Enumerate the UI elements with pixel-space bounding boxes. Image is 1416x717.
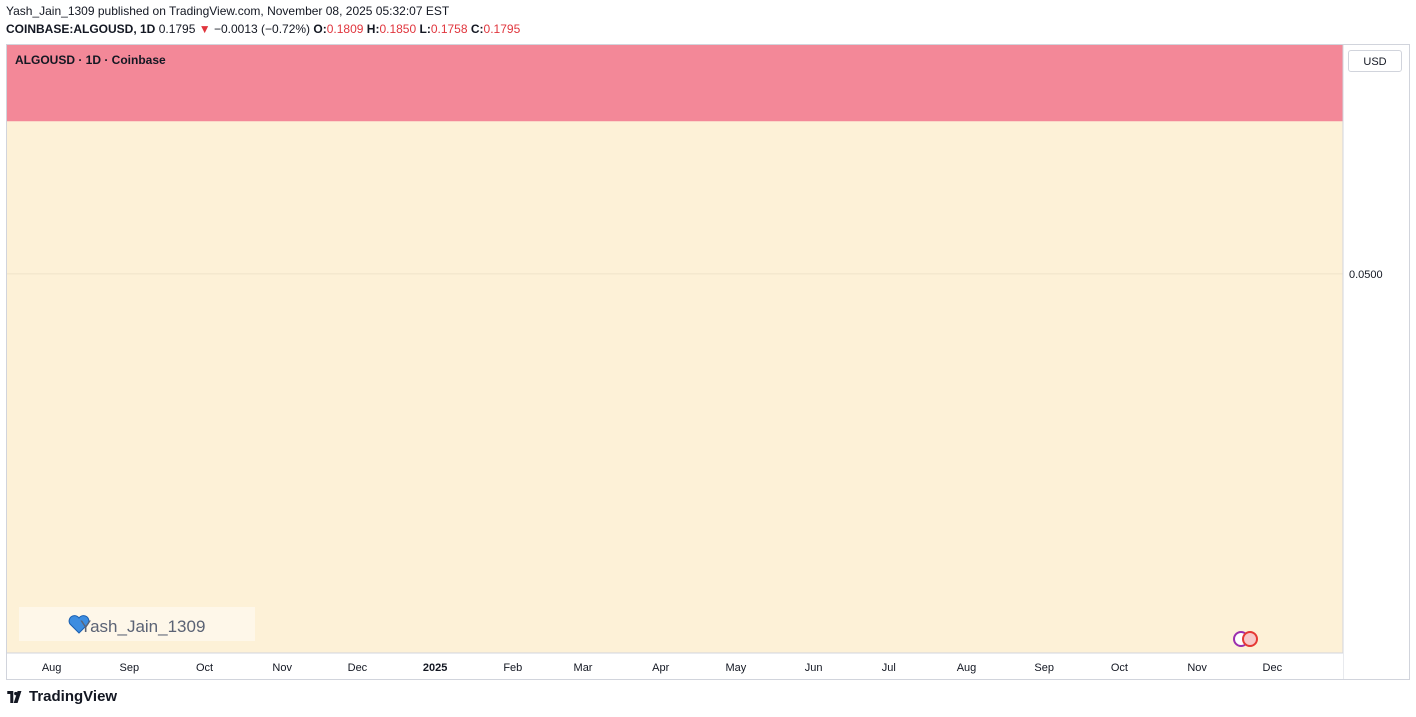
tradingview-footer: TradingView — [6, 688, 117, 705]
x-tick-label: Dec — [1263, 662, 1283, 674]
x-tick-label: Oct — [1111, 662, 1128, 674]
x-tick-label: Apr — [652, 662, 669, 674]
x-tick-label: Oct — [196, 662, 213, 674]
down-arrow-icon: ▼ — [198, 22, 211, 36]
time-axis — [7, 653, 1343, 679]
watermark-background — [19, 607, 255, 641]
y-tick-label: 0.0500 — [1349, 269, 1383, 281]
x-tick-label: Sep — [120, 662, 140, 674]
footer-brand: TradingView — [29, 688, 118, 705]
x-tick-label: 2025 — [423, 662, 447, 674]
symbol-label: COINBASE:ALGOUSD, 1D — [6, 22, 156, 36]
x-tick-label: Aug — [42, 662, 62, 674]
x-tick-label: Feb — [503, 662, 522, 674]
chart-title: ALGOUSD · 1D · Coinbase — [15, 53, 166, 67]
low-value: 0.1758 — [430, 22, 468, 36]
x-tick-label: Jun — [805, 662, 823, 674]
symbol-ohlc-line: COINBASE:ALGOUSD, 1D 0.1795 ▼ −0.0013 (−… — [6, 22, 520, 36]
flag-event-icon[interactable] — [1242, 631, 1258, 647]
plot-background — [7, 45, 1343, 653]
open-value: 0.1809 — [326, 22, 364, 36]
low-label: L: — [419, 22, 431, 36]
x-tick-label: Dec — [348, 662, 368, 674]
high-value: 0.1850 — [379, 22, 417, 36]
demand-zone-low — [7, 45, 1343, 122]
chart-area[interactable]: BCDYash_Jain_13090.60000.55000.50000.450… — [6, 44, 1410, 680]
watermark-text: Yash_Jain_1309 — [80, 617, 205, 636]
open-label: O: — [313, 22, 327, 36]
x-tick-label: Mar — [574, 662, 593, 674]
x-tick-label: May — [726, 662, 747, 674]
close-label: C: — [470, 22, 484, 36]
price-axis — [1343, 45, 1409, 679]
last-price: 0.1795 — [158, 22, 196, 36]
tradingview-logo-icon — [7, 690, 22, 703]
x-tick-label: Sep — [1034, 662, 1054, 674]
x-tick-label: Jul — [882, 662, 896, 674]
price-change: −0.0013 (−0.72%) — [213, 22, 311, 36]
x-tick-label: Nov — [1187, 662, 1207, 674]
x-tick-label: Nov — [272, 662, 292, 674]
price-chart[interactable]: BCDYash_Jain_13090.60000.55000.50000.450… — [7, 45, 1410, 680]
close-value: 0.1795 — [483, 22, 521, 36]
heart-icon — [68, 615, 90, 634]
x-tick-label: Aug — [957, 662, 977, 674]
high-label: H: — [366, 22, 380, 36]
currency-selector[interactable]: USD — [1348, 50, 1402, 72]
publisher-line: Yash_Jain_1309 published on TradingView.… — [6, 4, 450, 18]
